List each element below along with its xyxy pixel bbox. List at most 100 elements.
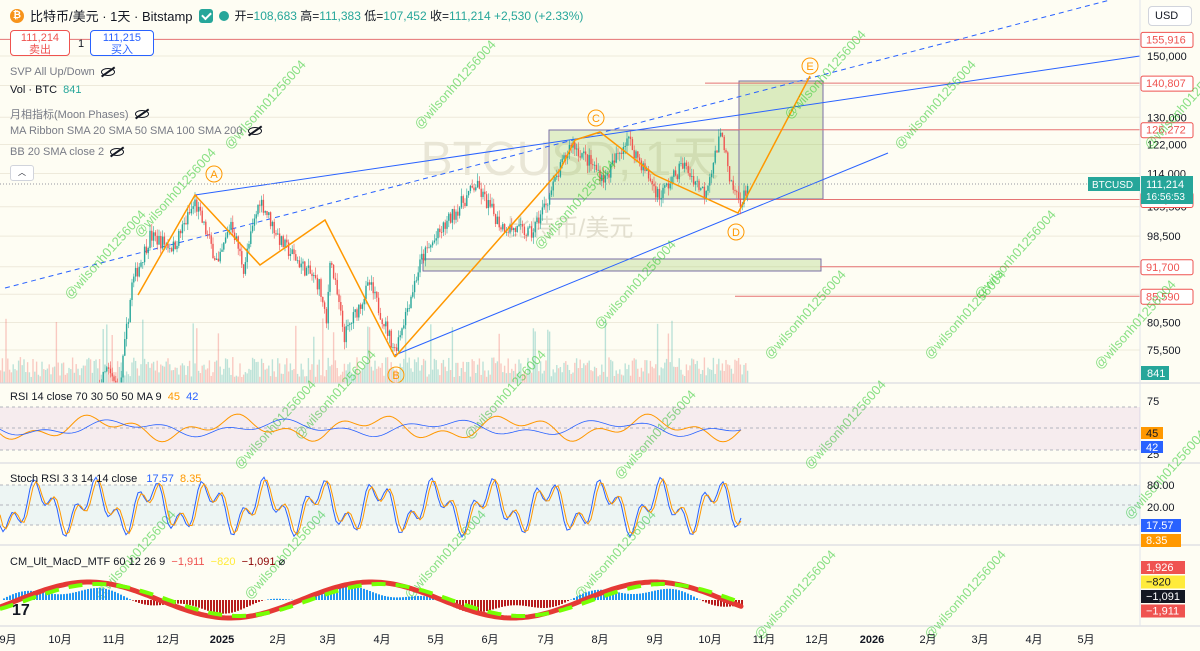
candle-body	[273, 221, 275, 234]
candle-body	[464, 202, 466, 207]
candle-body	[451, 209, 454, 223]
volume-bar	[70, 369, 72, 383]
macd-histogram-bar	[372, 592, 374, 600]
macd-histogram-bar	[654, 590, 656, 600]
wave-marker	[205, 165, 223, 183]
currency-selector[interactable]: USD	[1148, 6, 1192, 26]
candle-body	[664, 185, 666, 188]
candle-body	[367, 282, 369, 286]
candle-body	[255, 214, 257, 219]
candle-body	[160, 235, 162, 249]
level-label: 155,916	[1146, 34, 1186, 46]
volume-bar	[77, 368, 79, 383]
hidden-eye-icon[interactable]	[248, 127, 263, 135]
candle-body	[707, 185, 709, 191]
candle-body	[217, 258, 220, 262]
volume-bar	[714, 373, 716, 383]
volume-bar	[579, 359, 581, 383]
macd-histogram-bar	[192, 600, 194, 606]
volume-bar	[656, 323, 659, 383]
volume-bar	[102, 329, 104, 383]
volume-bar	[93, 360, 95, 383]
volume-bar	[617, 373, 619, 383]
volume-bar	[233, 376, 236, 383]
volume-bar	[61, 363, 63, 383]
hidden-eye-icon[interactable]	[100, 68, 115, 76]
collapse-legend-button[interactable]: ︿	[10, 165, 34, 181]
volume-bar	[610, 359, 612, 383]
macd-histogram-bar	[546, 600, 548, 608]
hidden-eye-icon[interactable]	[110, 148, 125, 156]
candle-body	[703, 186, 706, 199]
candle-body	[192, 206, 194, 209]
check-flag-icon[interactable]	[198, 8, 213, 23]
volume-bar	[0, 370, 2, 383]
volume-bar	[721, 363, 724, 383]
symbol-title[interactable]: 比特币/美元 · 1天 · Bitstamp	[30, 9, 193, 24]
x-tick-label: 5月	[427, 634, 444, 646]
volume-bar	[604, 320, 607, 383]
volume-bar	[395, 369, 398, 383]
watermark-user: @wilsonh01256004	[921, 547, 1009, 642]
legend-bb[interactable]: BB 20 SMA close 2	[10, 146, 125, 158]
sell-button[interactable]: 111,214 卖出	[10, 30, 70, 56]
volume-bar	[68, 367, 70, 383]
legend-moon-phases[interactable]: 月相指标(Moon Phases)	[10, 106, 149, 122]
legend-volume[interactable]: Vol · BTC 841	[10, 84, 82, 96]
symbol-badge	[1088, 177, 1140, 191]
candle-body	[158, 235, 160, 245]
candle-body	[331, 262, 333, 265]
candle-body	[496, 216, 499, 225]
candle-body	[617, 153, 619, 155]
rsi-title[interactable]: RSI 14 close 70 30 50 50 MA 9 45 42	[10, 391, 199, 403]
volume-bar	[737, 358, 740, 383]
volume-bar	[476, 364, 479, 383]
watermark-user: @wilsonh01256004	[61, 207, 149, 302]
volume-bar	[100, 374, 103, 383]
macd-histogram-bar	[576, 596, 578, 600]
volume-bar	[647, 373, 650, 383]
wave-marker	[587, 109, 605, 127]
dashed-trendline	[4, 0, 1111, 289]
candle-body	[5, 466, 6, 475]
candle-body	[196, 199, 198, 212]
candle-body	[383, 324, 385, 327]
macd-title[interactable]: CM_Ult_MacD_MTF 60 12 26 9 −1,911 −820 −…	[10, 556, 286, 568]
legend-ma-ribbon[interactable]: MA Ribbon SMA 20 SMA 50 SMA 100 SMA 200	[10, 125, 263, 137]
y-tick-label: 130,000	[1147, 112, 1187, 124]
volume-bar	[62, 362, 65, 383]
candle-body	[462, 196, 464, 203]
hidden-eye-icon[interactable]	[134, 110, 149, 118]
macd-histogram-bar	[9, 595, 11, 600]
stoch-title[interactable]: Stoch RSI 3 3 14 14 close 17.57 8.35	[10, 473, 202, 485]
buy-button[interactable]: 111,215 买入	[90, 30, 154, 56]
stoch-tick: 80.00	[1147, 480, 1175, 492]
volume-bar	[658, 375, 661, 383]
volume-bar	[493, 357, 495, 383]
legend-svp[interactable]: SVP All Up/Down	[10, 66, 115, 78]
candle-body	[673, 170, 675, 177]
candle-body	[716, 150, 718, 153]
candle-body	[241, 251, 243, 265]
ohlc-readout: 开=108,683 高=111,383 低=107,452 收=111,214 …	[234, 9, 584, 23]
macd-histogram-bar	[186, 600, 188, 605]
candle-body	[518, 224, 520, 226]
candle-body	[705, 190, 707, 199]
candle-body	[25, 466, 26, 467]
volume-bar	[278, 363, 281, 383]
candle-body	[385, 321, 387, 327]
wave-marker	[727, 223, 745, 241]
candle-body	[187, 212, 189, 225]
macd-histogram-bar	[48, 593, 50, 600]
volume-bar	[212, 372, 214, 383]
x-tick-label: 12月	[156, 634, 179, 646]
volume-bar	[228, 367, 230, 383]
macd-histogram-bar	[549, 600, 551, 608]
candle-body	[457, 211, 459, 216]
candle-body	[349, 323, 351, 325]
volume-bar	[363, 368, 365, 383]
volume-bar	[156, 360, 158, 383]
volume-bar	[316, 364, 319, 383]
tradingview-logo[interactable]: 17	[12, 602, 30, 619]
